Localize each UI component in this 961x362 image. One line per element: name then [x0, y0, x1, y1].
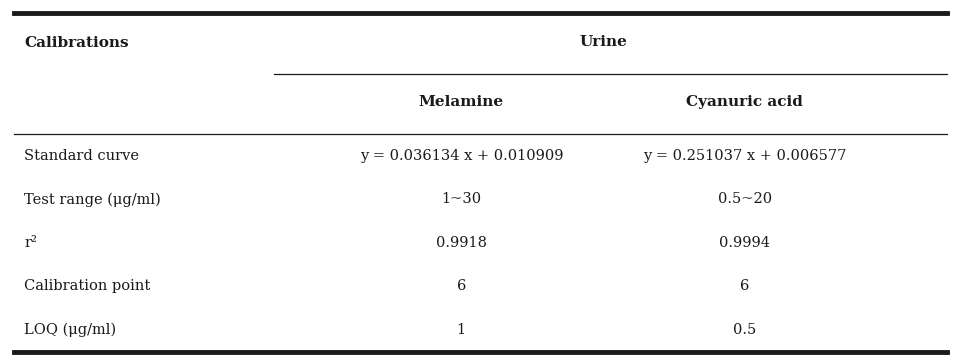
Text: LOQ (μg/ml): LOQ (μg/ml) — [24, 323, 116, 337]
Text: 0.9994: 0.9994 — [719, 236, 771, 250]
Text: Urine: Urine — [579, 35, 627, 49]
Text: 0.9918: 0.9918 — [435, 236, 487, 250]
Text: 1~30: 1~30 — [441, 192, 481, 206]
Text: 6: 6 — [740, 279, 750, 294]
Text: Test range (μg/ml): Test range (μg/ml) — [24, 192, 160, 206]
Text: Cyanuric acid: Cyanuric acid — [686, 95, 803, 109]
Text: y = 0.251037 x + 0.006577: y = 0.251037 x + 0.006577 — [643, 149, 847, 163]
Text: y = 0.036134 x + 0.010909: y = 0.036134 x + 0.010909 — [359, 149, 563, 163]
Text: Calibration point: Calibration point — [24, 279, 150, 294]
Text: r²: r² — [24, 236, 37, 250]
Text: 1: 1 — [456, 323, 466, 337]
Text: 0.5: 0.5 — [733, 323, 756, 337]
Text: Melamine: Melamine — [419, 95, 504, 109]
Text: 0.5~20: 0.5~20 — [718, 192, 772, 206]
Text: Calibrations: Calibrations — [24, 37, 129, 50]
Text: Standard curve: Standard curve — [24, 149, 139, 163]
Text: 6: 6 — [456, 279, 466, 294]
